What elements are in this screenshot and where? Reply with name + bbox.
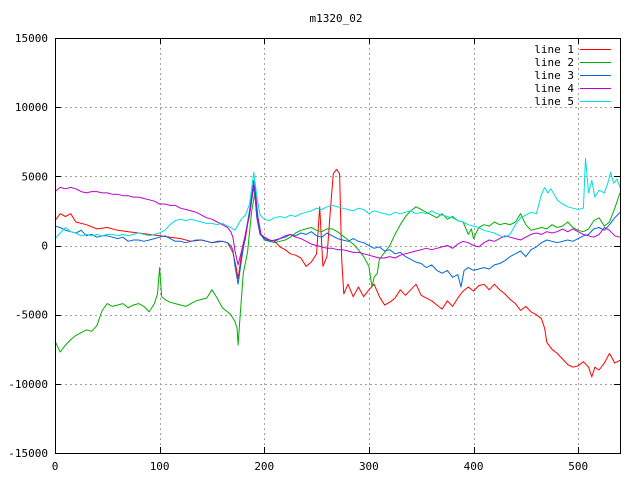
y-tick-label: 10000 bbox=[15, 101, 48, 114]
legend-label-4: line 4 bbox=[534, 82, 574, 95]
legend-label-2: line 2 bbox=[534, 56, 574, 69]
legend-label-5: line 5 bbox=[534, 95, 574, 108]
x-tick-label: 0 bbox=[52, 460, 59, 473]
x-tick-label: 200 bbox=[254, 460, 274, 473]
chart-title: m1320_02 bbox=[310, 12, 363, 25]
series-line-2 bbox=[54, 192, 621, 353]
y-tick-label: -10000 bbox=[8, 378, 48, 391]
series-line-3 bbox=[54, 180, 621, 288]
legend-label-1: line 1 bbox=[534, 43, 574, 56]
x-tick-label: 400 bbox=[464, 460, 484, 473]
x-tick-label: 300 bbox=[359, 460, 379, 473]
y-tick-label: 0 bbox=[41, 240, 48, 253]
series-line-1 bbox=[54, 168, 621, 378]
x-tick-label: 100 bbox=[150, 460, 170, 473]
series-line-4 bbox=[54, 185, 621, 266]
x-tick-label: 500 bbox=[568, 460, 588, 473]
y-tick-label: -5000 bbox=[15, 309, 48, 322]
y-tick-label: 15000 bbox=[15, 32, 48, 45]
axis-ticks: 0 100 200 300 400 500 -15000 -10000 -5000 0 5000 10… bbox=[8, 32, 620, 473]
y-tick-label: 5000 bbox=[22, 170, 49, 183]
legend-label-3: line 3 bbox=[534, 69, 574, 82]
grid-lines bbox=[55, 38, 620, 453]
series-line-5 bbox=[54, 157, 621, 239]
series-lines bbox=[54, 157, 621, 378]
y-tick-label: -15000 bbox=[8, 447, 48, 460]
